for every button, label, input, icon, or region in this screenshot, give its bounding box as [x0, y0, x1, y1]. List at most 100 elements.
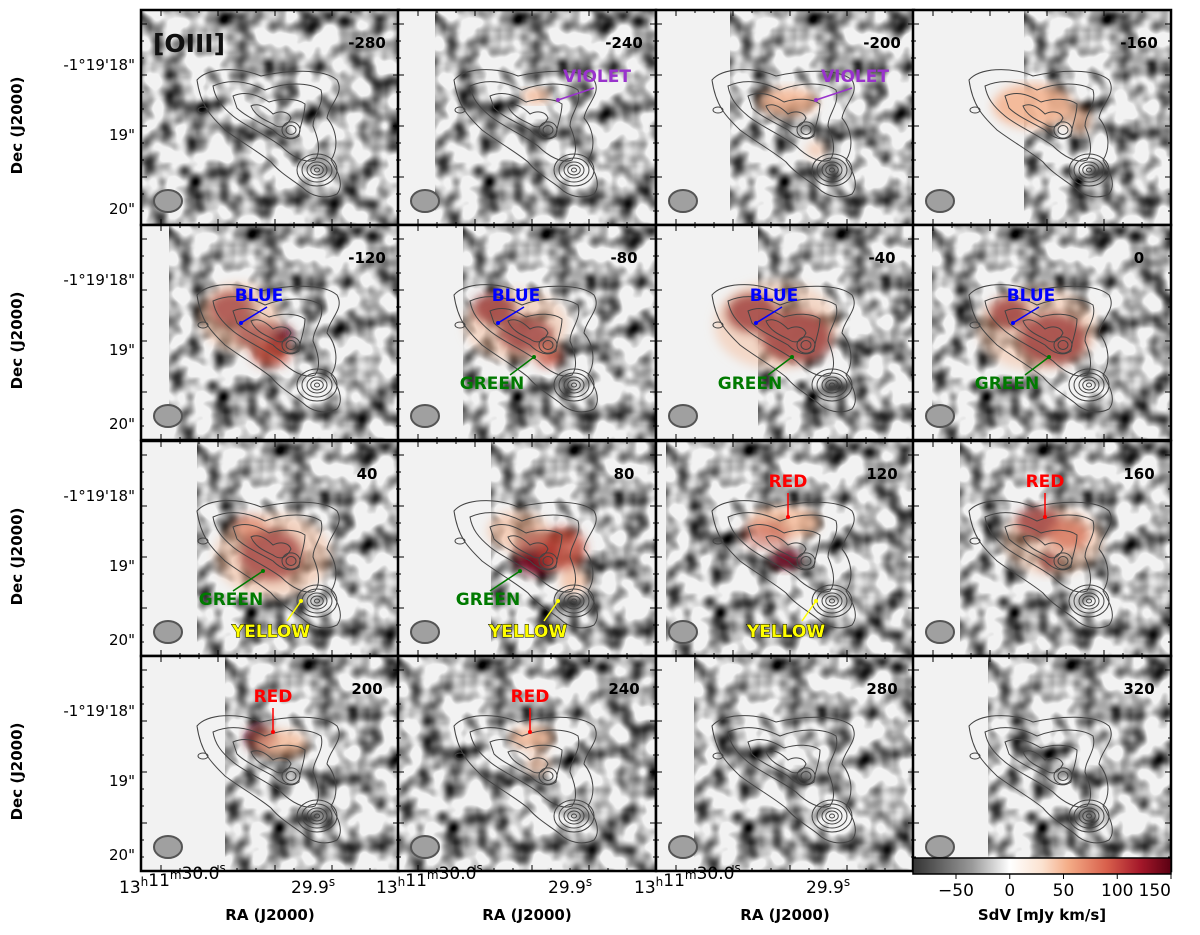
channel-label: -160: [1120, 34, 1158, 52]
emission-blob: [488, 511, 548, 551]
contour-line: [1068, 153, 1110, 187]
contour-line: [800, 771, 812, 781]
contour-line: [250, 319, 292, 343]
contour-line: [1068, 799, 1110, 833]
annotation-arrowhead: [271, 730, 275, 734]
emission-blob: [742, 521, 790, 549]
contour-line: [765, 319, 807, 343]
contour-line: [727, 727, 838, 808]
y-tick-label: -1°19'18": [63, 487, 135, 505]
colorbar-label: SdV [mJy km/s]: [978, 906, 1106, 924]
contour-line: [747, 739, 821, 786]
annotation-arrow: [801, 600, 817, 622]
channel-panel: 120 RED YELLOW: [654, 439, 916, 658]
y-tick-label: 20": [109, 415, 135, 433]
contour-line: [765, 750, 807, 774]
contour-line: [796, 121, 816, 139]
contour-line: [212, 512, 323, 593]
contour-line: [232, 308, 306, 355]
contour-line: [1053, 336, 1073, 354]
contour-line: [197, 752, 209, 760]
colorbar-tick-label: −50: [938, 881, 974, 901]
contour-line: [232, 739, 306, 786]
contour-line: [825, 595, 839, 607]
annotation-green: GREEN: [718, 374, 783, 394]
channel-label: -40: [868, 249, 895, 267]
beam-ellipse: [668, 835, 698, 859]
annotation-red: RED: [254, 687, 293, 707]
emission-blob: [526, 754, 550, 774]
contour-line: [296, 584, 338, 618]
channel-panel: -80 BLUE GREEN: [396, 223, 658, 442]
contour-line: [571, 167, 577, 173]
annotation-violet: VIOLET: [563, 67, 631, 87]
contour-line: [507, 750, 549, 774]
contour-line: [1004, 93, 1078, 140]
contour-line: [1086, 382, 1092, 388]
emission-blob: [772, 549, 800, 569]
contour-line: [825, 810, 839, 822]
contour-line: [250, 535, 292, 559]
beam-ellipse: [153, 189, 183, 213]
annotation-red: RED: [769, 472, 808, 492]
contour-line: [1057, 125, 1069, 135]
contour-line: [296, 368, 338, 402]
annotation-blue: BLUE: [235, 286, 284, 306]
annotation-arrow: [240, 306, 268, 324]
annotation-arrowhead: [754, 321, 758, 325]
contour-line: [1053, 121, 1073, 139]
contour-line: [1004, 308, 1078, 355]
annotation-yellow: YELLOW: [231, 622, 310, 642]
contour-line: [542, 340, 554, 350]
contour-line: [829, 382, 835, 388]
x-tick-label: 13h11m30.0s: [634, 861, 741, 898]
annotation-green: GREEN: [460, 374, 525, 394]
contour-line: [489, 93, 563, 140]
line-tag: [OIII]: [153, 29, 225, 58]
annotation-violet: VIOLET: [821, 67, 889, 87]
x-tick-group: 13h11m30.0s 29.9s: [376, 861, 592, 898]
y-tick-label: 19": [109, 126, 135, 144]
contour-line: [800, 556, 812, 566]
contour-set: [968, 715, 1113, 844]
emission-blob: [510, 726, 554, 750]
channel-label: 200: [351, 680, 382, 698]
y-tick-label: 20": [109, 631, 135, 649]
contour-line: [1057, 771, 1069, 781]
channel-label: -240: [605, 34, 643, 52]
contour-line: [821, 592, 843, 610]
emission-layer: [977, 287, 1097, 371]
contour-line: [811, 368, 853, 402]
annotation-arrowhead: [556, 98, 560, 102]
contour-line: [796, 767, 816, 785]
contour-line: [1004, 739, 1078, 786]
contour-line: [469, 296, 580, 377]
contour-set: [711, 715, 856, 844]
channel-label: 320: [1123, 680, 1154, 698]
contour-line: [712, 537, 724, 545]
emission-blob: [560, 569, 588, 593]
contour-line: [1073, 803, 1105, 829]
annotation-yellow: YELLOW: [746, 622, 825, 642]
contour-line: [821, 161, 843, 179]
channel-panel: -40 BLUE GREEN: [654, 223, 916, 442]
contour-line: [747, 524, 821, 571]
contour-line: [1073, 372, 1105, 398]
contour-line: [314, 167, 320, 173]
annotation-arrowhead: [239, 321, 243, 325]
contour-line: [800, 125, 812, 135]
channel-label: -200: [863, 34, 901, 52]
contour-line: [314, 813, 320, 819]
contour-line: [1053, 552, 1073, 570]
y-axis-label: Dec (J2000): [8, 77, 26, 175]
contour-line: [984, 727, 1095, 808]
y-tick-label: 19": [109, 772, 135, 790]
contour-line: [469, 727, 580, 808]
annotation-arrowhead: [1047, 355, 1051, 359]
contour-line: [1004, 524, 1078, 571]
y-tick-label: 20": [109, 846, 135, 864]
contour-line: [747, 308, 821, 355]
contour-line: [281, 121, 301, 139]
contour-set: [196, 284, 341, 413]
